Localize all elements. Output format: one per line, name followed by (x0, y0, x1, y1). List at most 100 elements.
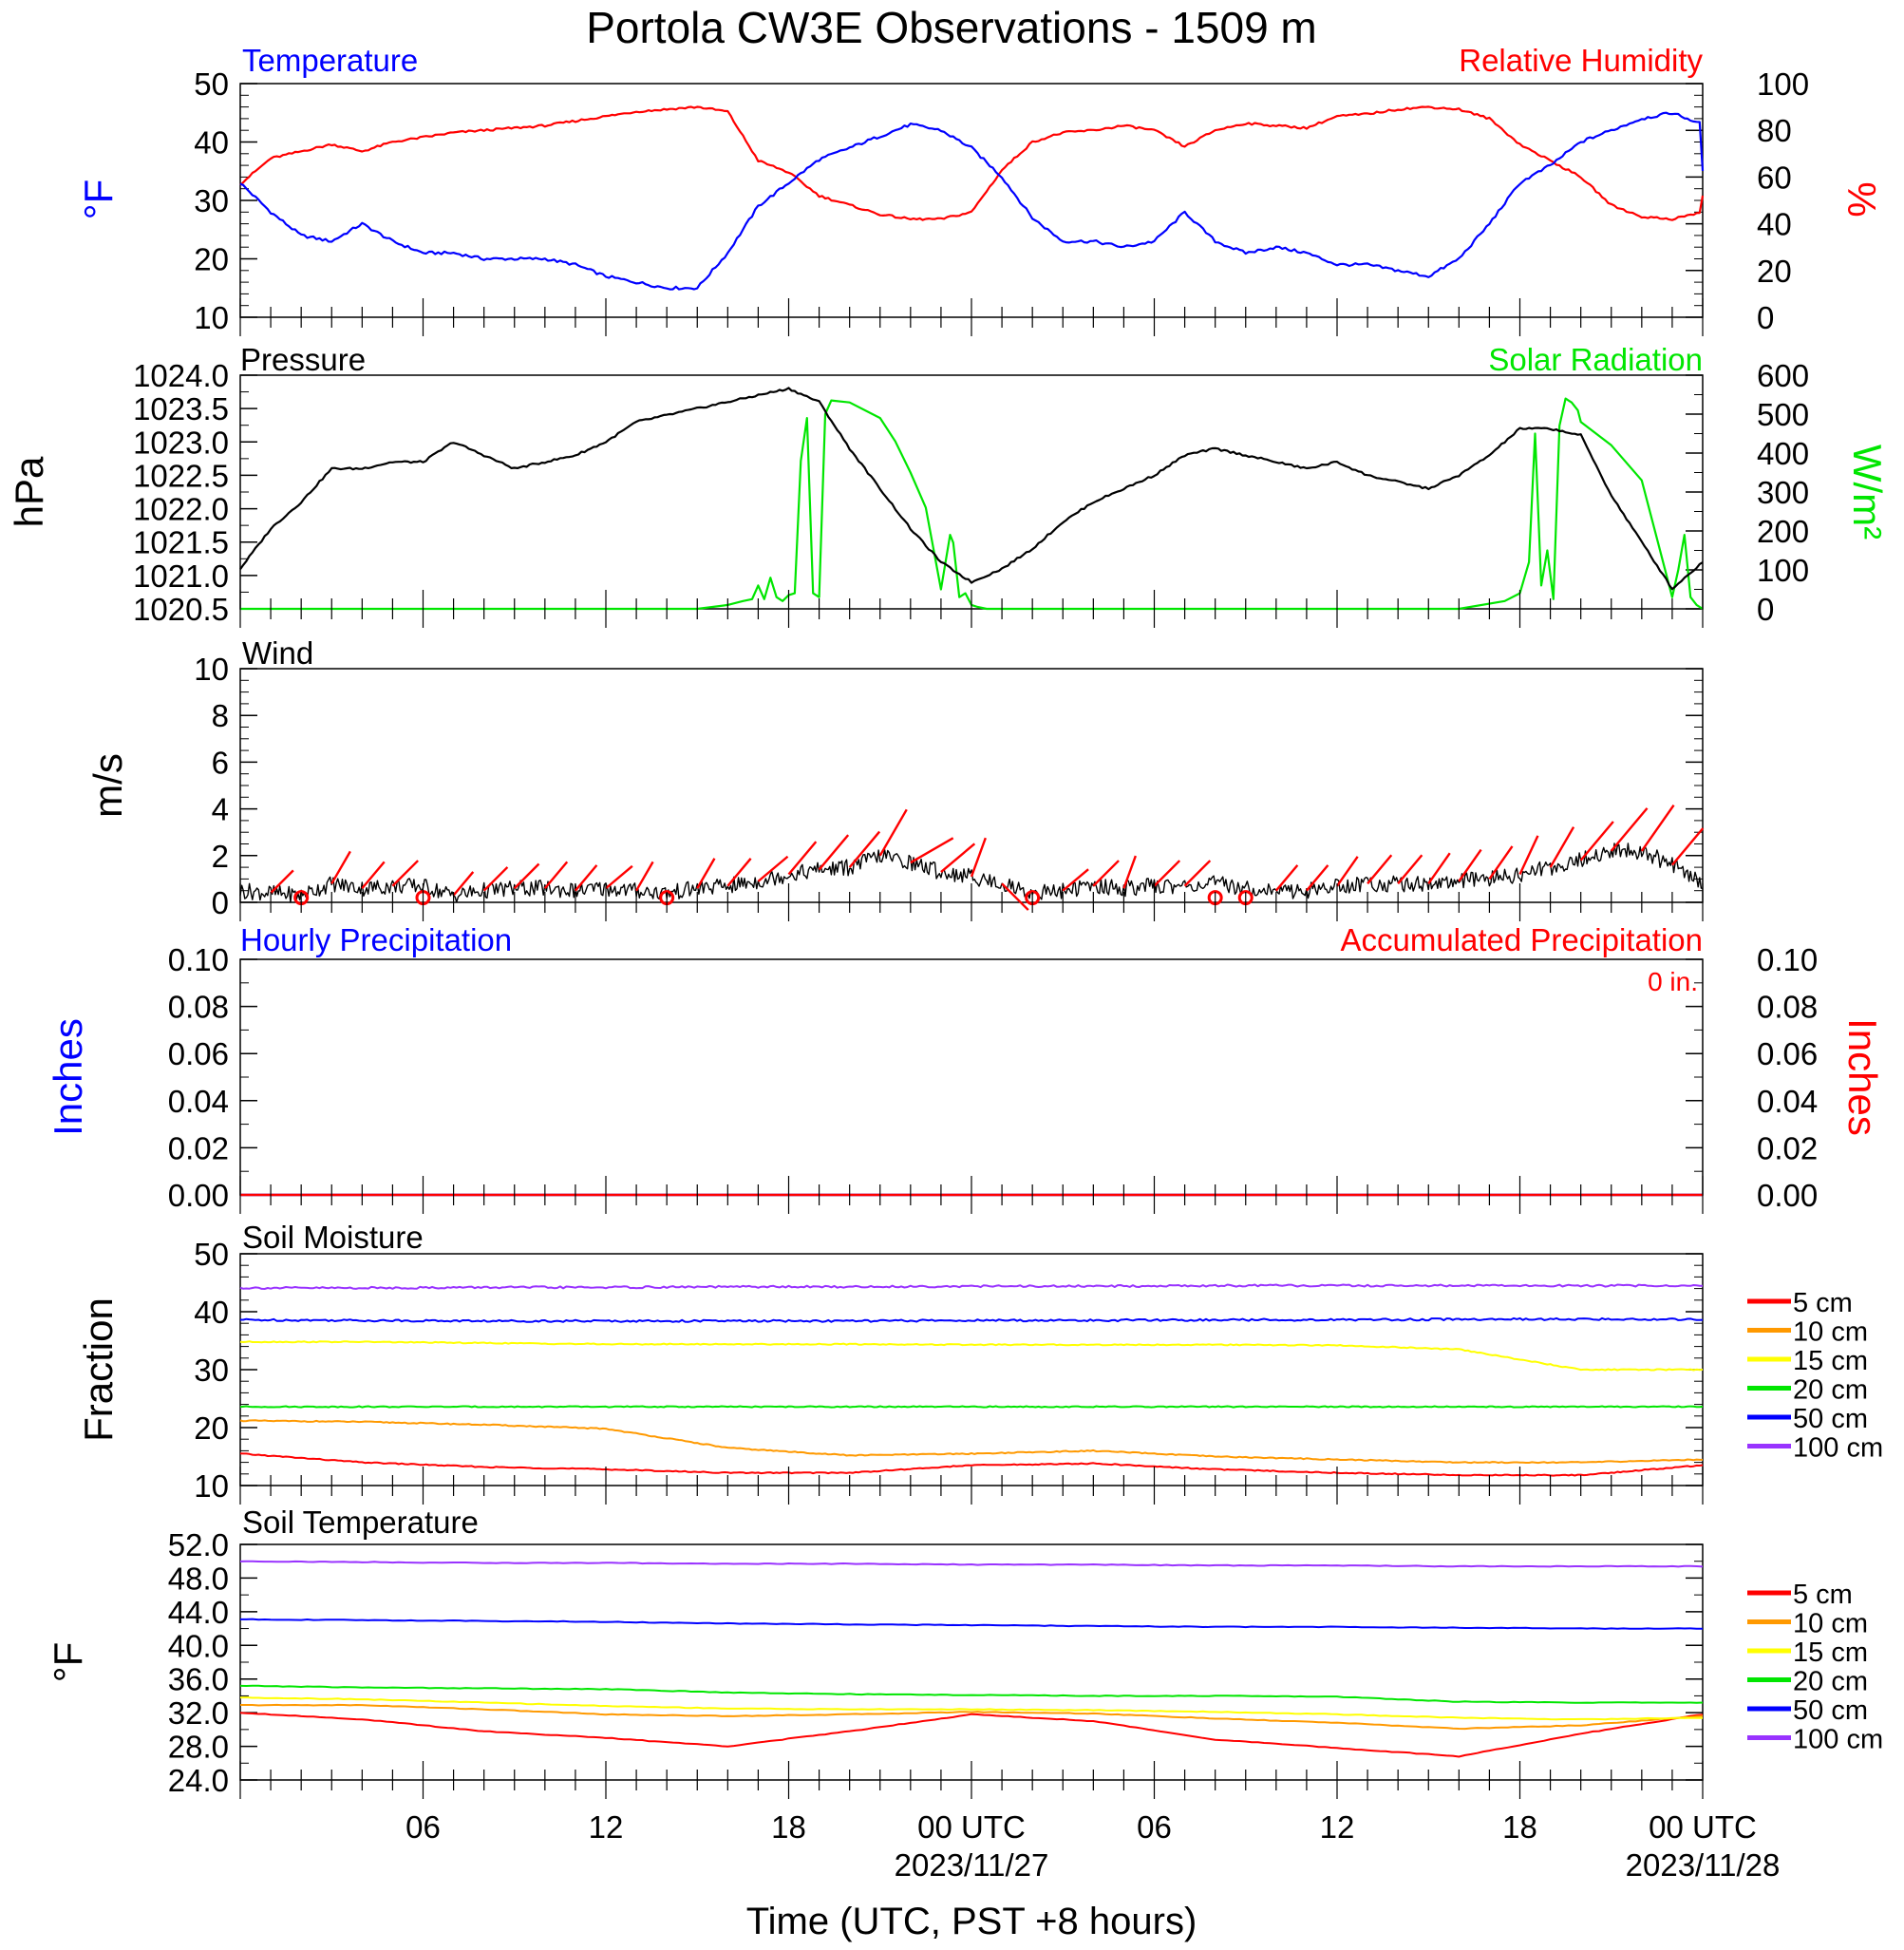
soil-temperature-axis-unit: °F (46, 1642, 90, 1682)
wind-barb (1367, 854, 1393, 885)
accum-precip-tick-labels: 0.00 0.02 0.04 0.06 0.08 0.10 (1686, 942, 1818, 1213)
soil-temperature-panel: Soil Temperature °F 24.028.032.036.040.0… (46, 1505, 1883, 1798)
y-tick-label: 6 (212, 745, 229, 780)
wind-barb (1001, 882, 1029, 911)
wind-barb (1397, 854, 1423, 885)
soil-moisture-line (240, 1316, 1704, 1323)
wind-barb (1153, 860, 1181, 887)
wind-barb (1488, 845, 1514, 880)
y-tick-label: 1023.5 (133, 391, 229, 426)
temp-rh-lines (239, 105, 1705, 291)
soil-moisture-lines (239, 1283, 1704, 1477)
wind-barb (1336, 856, 1359, 887)
legend-label: 5 cm (1793, 1288, 1853, 1318)
y-right-tick-label: 40 (1757, 207, 1792, 242)
wind-barb (1274, 864, 1299, 892)
y-right-tick-label: 0.08 (1757, 990, 1818, 1025)
soil-temperature-line (239, 1560, 1704, 1568)
temperature-line (239, 111, 1705, 291)
wind-speed-line (239, 842, 1704, 903)
solar-radiation-line (240, 397, 1704, 611)
legend-label: 5 cm (1793, 1580, 1853, 1610)
humidity-axis-unit: % (1839, 181, 1884, 217)
wind-barb (970, 837, 987, 878)
y-tick-label: 4 (212, 792, 229, 827)
wind-barb (1092, 860, 1120, 887)
soil-temperature-tick-labels: 24.028.032.036.040.044.048.052.0 (168, 1527, 1703, 1798)
wind-barb (482, 866, 509, 892)
y-right-tick-label: 600 (1757, 358, 1809, 393)
accum-precip-axis-unit: Inches (1840, 1018, 1885, 1136)
wind-axis-unit: m/s (85, 753, 130, 818)
soil-temperature-line (239, 1696, 1703, 1721)
y-tick-label: 0.10 (168, 942, 229, 977)
wind-barb (696, 858, 716, 889)
wind-lines (239, 805, 1705, 911)
y-tick-label: 50 (194, 66, 229, 102)
wind-barb (910, 837, 954, 864)
y-right-tick-label: 0.02 (1757, 1130, 1818, 1165)
pressure-solar-lines (239, 387, 1704, 611)
solar-axis-unit: W/m² (1845, 445, 1890, 540)
x-tick-label: 18 (771, 1809, 806, 1845)
y-right-tick-label: 100 (1757, 553, 1809, 588)
solar-tick-labels: 0 100 200 300 400 500 600 (1686, 358, 1809, 627)
wind-barb (848, 830, 881, 868)
humidity-title: Relative Humidity (1459, 43, 1703, 78)
x-date-label: 2023/11/27 (895, 1847, 1049, 1883)
wind-barb (787, 841, 818, 876)
y-tick-label: 24.0 (168, 1763, 229, 1798)
pressure-title: Pressure (240, 342, 366, 377)
temp-rh-panel: Temperature Relative Humidity °F % 10 20 3… (76, 43, 1884, 335)
solar-title: Solar Radiation (1488, 342, 1703, 377)
wind-barb (1549, 826, 1575, 868)
y-tick-label: 48.0 (168, 1561, 229, 1596)
y-right-tick-label: 100 (1757, 66, 1809, 102)
legend-label: 50 cm (1793, 1404, 1868, 1434)
temperature-tick-labels: 10 20 30 40 50 (194, 66, 257, 335)
temp-rh-frame (239, 83, 1704, 318)
y-tick-label: 10 (194, 300, 229, 335)
figure-title: Portola CW3E Observations - 1509 m (586, 3, 1317, 52)
wind-barb (940, 842, 976, 873)
soil-temperature-line (239, 1684, 1704, 1704)
wind-barb (452, 871, 475, 897)
time-axis-minor-ticks (270, 307, 1673, 1790)
soil-moisture-line (239, 1340, 1704, 1372)
y-tick-label: 40.0 (168, 1628, 229, 1663)
y-right-tick-label: 80 (1757, 113, 1792, 148)
y-tick-label: 40 (194, 125, 229, 161)
wind-frame (239, 668, 1704, 903)
soil-moisture-line (239, 1405, 1704, 1409)
y-tick-label: 0.06 (168, 1036, 229, 1071)
y-right-tick-label: 20 (1757, 254, 1792, 289)
y-tick-label: 10 (194, 652, 229, 687)
y-right-tick-label: 0.06 (1757, 1036, 1818, 1071)
accum-precip-title: Accumulated Precipitation (1340, 922, 1703, 957)
y-tick-label: 1022.0 (133, 492, 229, 527)
legend-label: 50 cm (1793, 1695, 1868, 1726)
soil-temperature-lines (239, 1560, 1704, 1758)
y-tick-label: 0.02 (168, 1130, 229, 1165)
wind-barb (605, 864, 633, 890)
legend-label: 10 cm (1793, 1609, 1868, 1639)
pressure-axis-unit: hPa (7, 456, 51, 527)
wind-barb (757, 855, 789, 882)
y-tick-label: 0.00 (168, 1178, 229, 1213)
wind-barb (1518, 835, 1539, 875)
y-tick-label: 40 (194, 1295, 229, 1330)
wind-barb (1458, 848, 1482, 882)
wind-barb (1610, 807, 1649, 852)
y-tick-label: 30 (194, 1353, 229, 1388)
temperature-axis-unit: °F (76, 180, 121, 219)
y-right-tick-label: 0.04 (1757, 1084, 1818, 1119)
y-right-tick-label: 400 (1757, 436, 1809, 471)
hourly-precip-axis-unit: Inches (46, 1018, 90, 1136)
x-date-label: 2023/11/28 (1626, 1847, 1781, 1883)
wind-barb (726, 858, 752, 887)
wind-barb (635, 861, 654, 892)
wind-barb (1183, 860, 1212, 887)
y-tick-label: 1021.5 (133, 525, 229, 560)
